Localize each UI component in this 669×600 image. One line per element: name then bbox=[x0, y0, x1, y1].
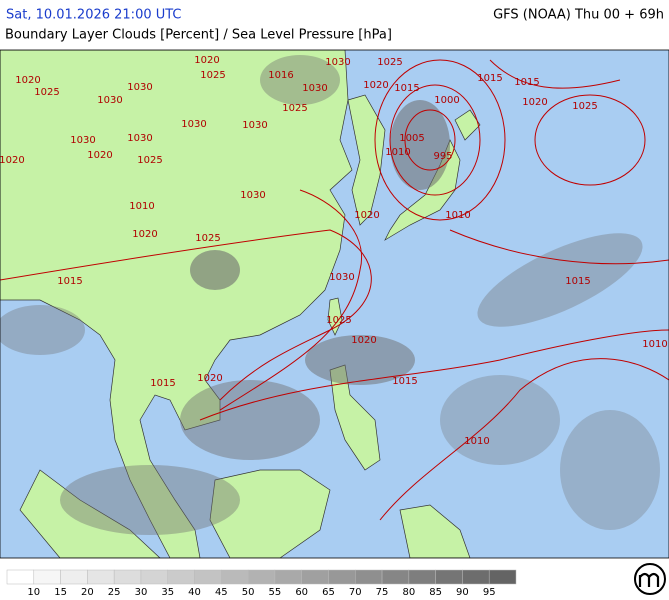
isobar-label: 1010 bbox=[464, 436, 489, 447]
legend-swatch bbox=[87, 569, 115, 585]
isobar-label: 1025 bbox=[572, 101, 597, 112]
isobar-label: 1010 bbox=[385, 147, 410, 158]
legend-swatch bbox=[488, 569, 517, 585]
legend-swatch bbox=[6, 569, 35, 585]
legend-label: 60 bbox=[295, 587, 308, 598]
legend-label: 15 bbox=[54, 587, 67, 598]
legend-label: 90 bbox=[456, 587, 469, 598]
legend-label: 35 bbox=[161, 587, 174, 598]
isobar-label: 1030 bbox=[127, 133, 152, 144]
legend: 10 15 20 25 30 35 40 45 50 55 60 65 70 75 80 85 90 95 bbox=[6, 569, 517, 598]
isobar-label: 1030 bbox=[97, 95, 122, 106]
legend-swatch bbox=[113, 569, 142, 585]
legend-label: 10 bbox=[27, 587, 40, 598]
isobar-label: 1025 bbox=[282, 103, 307, 114]
legend-label: 65 bbox=[322, 587, 335, 598]
isobar-label: 1030 bbox=[70, 135, 95, 146]
isobar-label: 1015 bbox=[394, 83, 419, 94]
legend-swatch bbox=[221, 569, 249, 585]
isobar-label: 995 bbox=[433, 151, 452, 162]
legend-swatch bbox=[355, 569, 383, 585]
legend-swatch bbox=[435, 569, 463, 585]
isobar-label: 1030 bbox=[302, 83, 327, 94]
isobar-label: 1025 bbox=[377, 57, 402, 68]
timestamp: Sat, 10.01.2026 21:00 UTC bbox=[6, 8, 182, 23]
isobar-label: 1020 bbox=[87, 150, 112, 161]
isobar-label: 1030 bbox=[240, 190, 265, 201]
legend-label: 80 bbox=[402, 587, 415, 598]
isobar-label: 1030 bbox=[242, 120, 267, 131]
isobar-label: 1016 bbox=[268, 70, 293, 81]
isobar-label: 1005 bbox=[399, 133, 424, 144]
legend-swatch bbox=[194, 569, 222, 585]
legend-swatch bbox=[328, 569, 356, 585]
isobar-label: 1025 bbox=[326, 315, 351, 326]
legend-swatch bbox=[301, 569, 329, 585]
isobar-label: 1010 bbox=[445, 210, 470, 221]
legend-swatch bbox=[274, 569, 302, 585]
isobar-label: 1025 bbox=[200, 70, 225, 81]
isobar-label: 1030 bbox=[329, 272, 354, 283]
isobar-lines bbox=[0, 59, 669, 521]
legend-label: 55 bbox=[269, 587, 282, 598]
legend-label: 40 bbox=[188, 587, 201, 598]
legend-label: 50 bbox=[242, 587, 255, 598]
land bbox=[0, 50, 481, 558]
legend-label: 95 bbox=[483, 587, 496, 598]
model-run: GFS (NOAA) Thu 00 + 69h bbox=[493, 8, 664, 23]
isobar-label: 1020 bbox=[354, 210, 379, 221]
isobar-label: 1020 bbox=[194, 55, 219, 66]
isobar-label: 1020 bbox=[363, 80, 388, 91]
legend-label: 85 bbox=[429, 587, 442, 598]
legend-label: 45 bbox=[215, 587, 228, 598]
isobar-label: 1030 bbox=[127, 82, 152, 93]
legend-label: 75 bbox=[376, 587, 389, 598]
isobar-label: 1015 bbox=[477, 73, 502, 84]
isobar-label: 1010 bbox=[642, 339, 667, 350]
legend-swatch bbox=[140, 569, 168, 585]
isobar-label: 1020 bbox=[351, 335, 376, 346]
legend-swatch bbox=[408, 569, 436, 585]
clouds bbox=[0, 55, 660, 535]
isobar-label: 1000 bbox=[434, 95, 459, 106]
isobar-label: 1015 bbox=[565, 276, 590, 287]
legend-label: 20 bbox=[81, 587, 94, 598]
isobar-label: 1015 bbox=[150, 378, 175, 389]
legend-swatch bbox=[167, 569, 195, 585]
logo bbox=[634, 563, 666, 595]
isobar-label: 1030 bbox=[325, 57, 350, 68]
isobar-label: 1030 bbox=[181, 119, 206, 130]
isobar-label: 1015 bbox=[392, 376, 417, 387]
isobar-label: 1010 bbox=[129, 201, 154, 212]
isobar-label: 1020 bbox=[15, 75, 40, 86]
isobar-label: 1020 bbox=[0, 155, 25, 166]
map-title: Boundary Layer Clouds [Percent] / Sea Le… bbox=[5, 28, 392, 43]
isobar-label: 1025 bbox=[137, 155, 162, 166]
legend-swatch bbox=[33, 569, 61, 585]
legend-swatch bbox=[60, 569, 88, 585]
isobar-label: 1020 bbox=[197, 373, 222, 384]
legend-label: 70 bbox=[349, 587, 362, 598]
isobar-label: 1015 bbox=[514, 77, 539, 88]
isobar-label: 1020 bbox=[132, 229, 157, 240]
map-frame bbox=[0, 49, 669, 559]
isobar-label: 1015 bbox=[57, 276, 82, 287]
legend-label: 30 bbox=[135, 587, 148, 598]
legend-swatch bbox=[462, 569, 490, 585]
legend-swatch bbox=[247, 569, 276, 585]
isobar-label: 1025 bbox=[195, 233, 220, 244]
legend-swatch bbox=[381, 569, 410, 585]
legend-label: 25 bbox=[108, 587, 121, 598]
isobar-label: 1020 bbox=[522, 97, 547, 108]
isobar-label: 1025 bbox=[34, 87, 59, 98]
